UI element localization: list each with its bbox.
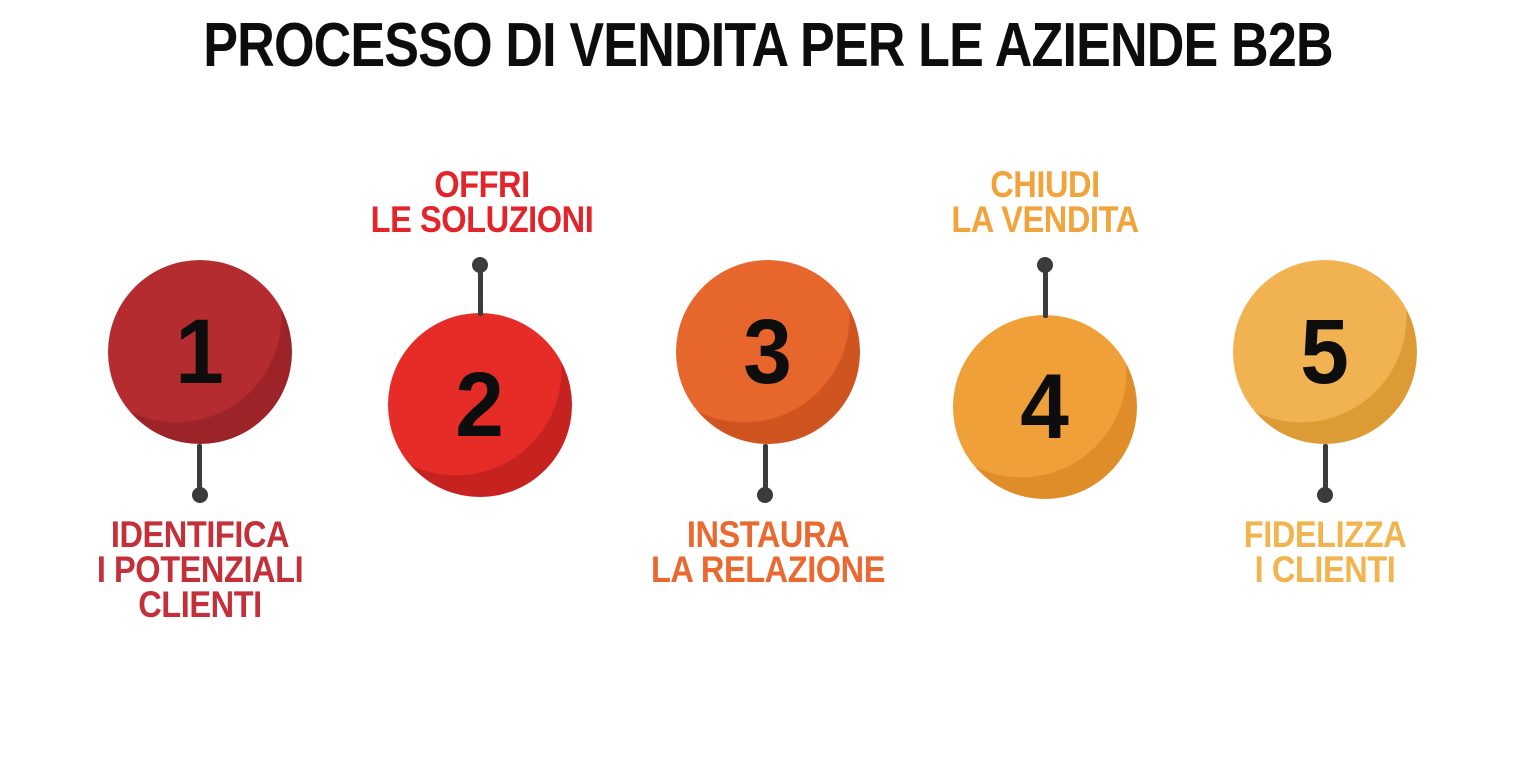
step-3-circle: 3 [676,260,860,444]
step-1-number: 1 [175,301,225,403]
connector-line [197,444,202,490]
step-3-number: 3 [743,301,793,403]
connector-line [1043,271,1048,318]
step-2-circle: 2 [388,313,572,497]
connector-dot [757,487,773,503]
page-title: PROCESSO DI VENDITA PER LE AZIENDE B2B [203,11,1333,80]
step-3-label: INSTAURA LA RELAZIONE [650,514,886,591]
connector-line [1323,444,1328,490]
step-2-number: 2 [455,354,505,456]
step-1-circle: 1 [108,260,292,444]
step-4-label: CHIUDI LA VENDITA [951,164,1139,241]
step-5-circle: 5 [1233,260,1417,444]
connector-dot [472,257,488,273]
step-5-number: 5 [1300,301,1350,403]
connector-dot [192,487,208,503]
connector-line [763,444,768,490]
step-1-label: IDENTIFICA I POTENZIALI CLIENTI [96,514,304,626]
connector-dot [1317,487,1333,503]
step-4-circle: 4 [953,315,1137,499]
step-5-label: FIDELIZZA I CLIENTI [1243,514,1407,591]
connector-line [478,271,483,316]
connector-dot [1037,257,1053,273]
step-2-label: OFFRI LE SOLUZIONI [370,164,594,241]
step-4-number: 4 [1020,356,1070,458]
